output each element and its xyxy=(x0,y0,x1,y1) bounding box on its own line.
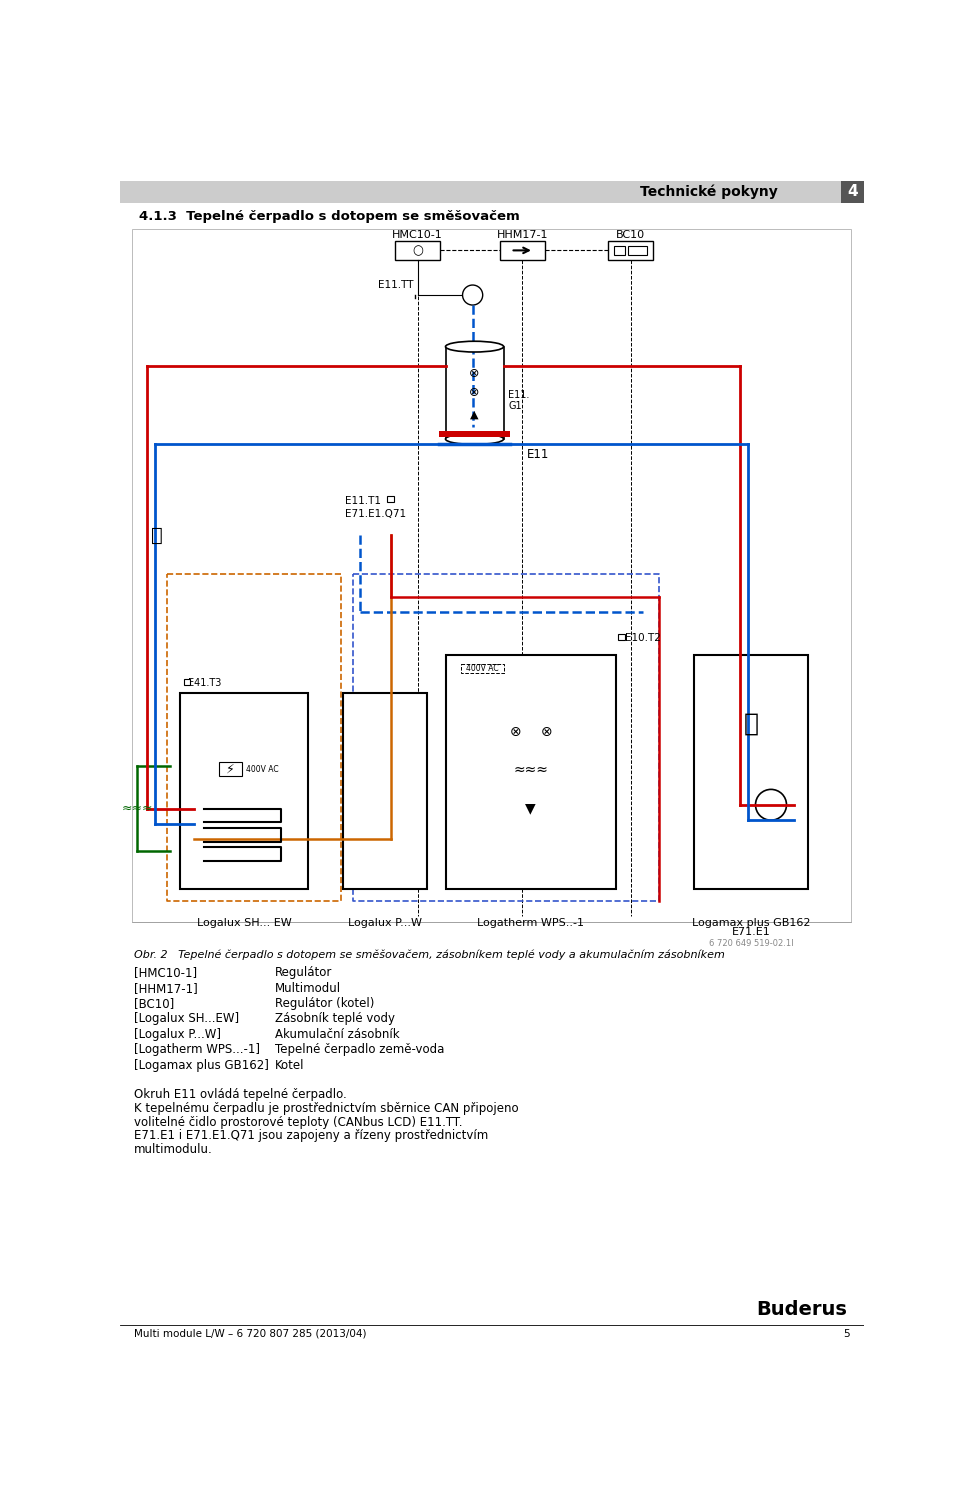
Text: E10.T2: E10.T2 xyxy=(625,634,661,643)
Text: E11.
G1: E11. G1 xyxy=(508,389,530,412)
Text: 5: 5 xyxy=(844,1329,850,1338)
Text: [Logalux P...W]: [Logalux P...W] xyxy=(134,1028,221,1041)
Bar xyxy=(445,347,504,439)
Circle shape xyxy=(463,285,483,305)
Text: E11: E11 xyxy=(527,448,549,460)
Text: HHM17-1: HHM17-1 xyxy=(496,229,548,240)
Bar xyxy=(120,181,864,202)
Bar xyxy=(629,246,647,255)
Text: 4.1.3  Tepelné čerpadlo s dotopem se směšovačem: 4.1.3 Tepelné čerpadlo s dotopem se směš… xyxy=(139,210,520,223)
Text: Logatherm WPS..-1: Logatherm WPS..-1 xyxy=(477,917,585,928)
Circle shape xyxy=(756,789,786,821)
Bar xyxy=(396,241,440,260)
Text: BC10: BC10 xyxy=(616,229,645,240)
Text: Logalux P...W: Logalux P...W xyxy=(348,917,422,928)
Ellipse shape xyxy=(445,433,504,445)
Bar xyxy=(614,246,625,255)
Bar xyxy=(609,241,653,260)
Text: [HMC10-1]: [HMC10-1] xyxy=(134,966,197,979)
Text: 4: 4 xyxy=(847,184,857,199)
Bar xyxy=(445,655,616,889)
Text: ⚡: ⚡ xyxy=(227,764,235,776)
Text: Regulátor: Regulátor xyxy=(275,966,332,979)
Text: 🔥: 🔥 xyxy=(743,712,758,736)
Text: Technické pokyny: Technické pokyny xyxy=(640,184,778,199)
Text: [HHM17-1]: [HHM17-1] xyxy=(134,981,198,994)
Text: Logalux SH... EW: Logalux SH... EW xyxy=(197,917,292,928)
Text: ⊗: ⊗ xyxy=(469,367,480,380)
Bar xyxy=(180,693,308,889)
Bar xyxy=(219,762,243,776)
Text: Logamax plus GB162: Logamax plus GB162 xyxy=(691,917,810,928)
Text: ○: ○ xyxy=(412,244,423,257)
Bar xyxy=(461,664,504,673)
Bar xyxy=(841,181,864,202)
Text: Multimodul: Multimodul xyxy=(275,981,341,994)
Text: E71.E1: E71.E1 xyxy=(732,927,770,937)
Text: ⊗: ⊗ xyxy=(510,724,521,738)
Text: HMC10-1: HMC10-1 xyxy=(393,229,443,240)
Text: ⊗: ⊗ xyxy=(540,724,552,738)
Text: Obr. 2   Tepelné čerpadlo s dotopem se směšovačem, zásobníkem teplé vody a akumu: Obr. 2 Tepelné čerpadlo s dotopem se smě… xyxy=(134,949,725,960)
Text: 🚿: 🚿 xyxy=(152,525,163,545)
Text: volitelné čidlo prostorové teploty (CANbus LCD) E11.TT.: volitelné čidlo prostorové teploty (CANb… xyxy=(134,1115,463,1129)
Text: Regulátor (kotel): Regulátor (kotel) xyxy=(275,997,374,1010)
Bar xyxy=(344,693,427,889)
Text: 400V AC: 400V AC xyxy=(466,664,498,673)
Text: ▲: ▲ xyxy=(470,409,479,420)
Text: E11.T1: E11.T1 xyxy=(345,495,381,506)
Text: Okruh E11 ovládá tepelné čerpadlo.: Okruh E11 ovládá tepelné čerpadlo. xyxy=(134,1088,347,1100)
Text: ▼: ▼ xyxy=(525,801,536,816)
Text: [BC10]: [BC10] xyxy=(134,997,174,1010)
Bar xyxy=(693,655,808,889)
Ellipse shape xyxy=(445,341,504,352)
Text: ≈≈≈: ≈≈≈ xyxy=(514,764,548,777)
Text: Multi module L/W – 6 720 807 285 (2013/04): Multi module L/W – 6 720 807 285 (2013/0… xyxy=(134,1329,367,1338)
Bar xyxy=(440,432,510,438)
Text: Kotel: Kotel xyxy=(275,1058,304,1071)
Text: 6 720 649 519-02.1I: 6 720 649 519-02.1I xyxy=(708,939,793,948)
Text: Tepelné čerpadlo země-voda: Tepelné čerpadlo země-voda xyxy=(275,1043,444,1056)
Bar xyxy=(132,229,851,922)
Bar xyxy=(184,679,190,685)
Bar xyxy=(618,634,625,640)
Bar xyxy=(388,496,394,502)
Text: E71.E1.Q71: E71.E1.Q71 xyxy=(345,510,406,519)
Text: [Logamax plus GB162]: [Logamax plus GB162] xyxy=(134,1058,269,1071)
Text: ⊗: ⊗ xyxy=(469,386,480,400)
Text: E41.T3: E41.T3 xyxy=(188,678,222,688)
Text: K tepelnému čerpadlu je prostřednictvím sběrnice CAN připojeno: K tepelnému čerpadlu je prostřednictvím … xyxy=(134,1102,518,1115)
Text: ≈≈≈: ≈≈≈ xyxy=(121,803,153,815)
Text: [Logalux SH...EW]: [Logalux SH...EW] xyxy=(134,1013,239,1025)
Text: E71.E1 i E71.E1.Q71 jsou zapojeny a řízeny prostřednictvím: E71.E1 i E71.E1.Q71 jsou zapojeny a říze… xyxy=(134,1129,489,1142)
Text: [Logatherm WPS...-1]: [Logatherm WPS...-1] xyxy=(134,1043,260,1056)
Text: Buderus: Buderus xyxy=(756,1299,848,1319)
Text: Akumulační zásobník: Akumulační zásobník xyxy=(275,1028,399,1041)
Bar xyxy=(500,241,544,260)
Text: multimodulu.: multimodulu. xyxy=(134,1144,213,1156)
Text: E11.TT: E11.TT xyxy=(378,281,414,290)
Text: Zásobník teplé vody: Zásobník teplé vody xyxy=(275,1013,395,1025)
Text: 400V AC: 400V AC xyxy=(247,765,279,774)
